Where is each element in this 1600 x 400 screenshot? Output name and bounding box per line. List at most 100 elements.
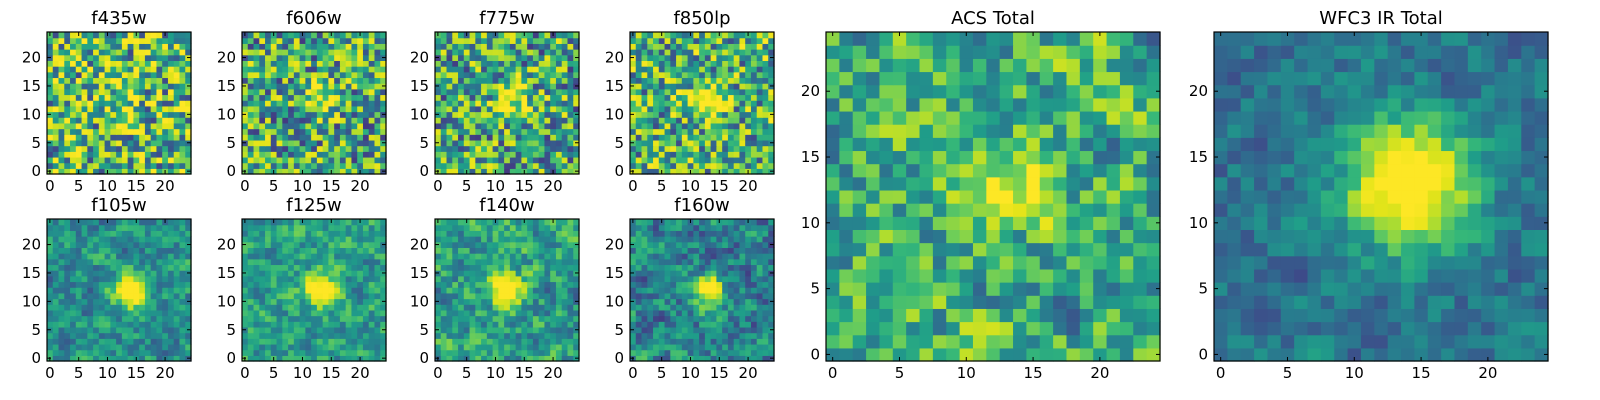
heatmap-cell: [475, 83, 482, 90]
heatmap-cell: [75, 315, 83, 322]
heatmap-cell: [475, 49, 482, 56]
heatmap-cell: [756, 32, 764, 39]
heatmap-cell: [509, 326, 517, 334]
heatmap-cell: [515, 151, 522, 158]
heatmap-cell: [750, 77, 758, 84]
heatmap-cell: [253, 321, 260, 328]
heatmap-cell: [756, 309, 764, 317]
heatmap-cell: [538, 253, 546, 260]
heatmap-cell: [47, 88, 54, 96]
heatmap-cell: [380, 122, 387, 130]
heatmap-cell: [127, 258, 134, 266]
heatmap-cell: [64, 71, 71, 79]
heatmap-cell: [532, 139, 540, 147]
heatmap-cell: [150, 54, 158, 61]
heatmap-cell: [276, 122, 283, 130]
heatmap-cell: [664, 77, 671, 84]
heatmap-cell: [716, 281, 723, 288]
heatmap-cell: [345, 349, 353, 356]
heatmap-cell: [750, 309, 758, 317]
heatmap-cell: [532, 122, 540, 130]
heatmap-cell: [687, 100, 694, 107]
heatmap-cell: [253, 304, 260, 311]
heatmap-cell: [299, 292, 306, 300]
heatmap-cell: [305, 315, 312, 322]
heatmap-cell: [185, 145, 192, 152]
heatmap-cell: [492, 122, 499, 130]
heatmap-cell: [681, 111, 689, 118]
heatmap-cell: [676, 71, 683, 79]
heatmap-cell: [58, 145, 65, 152]
heatmap-cell: [762, 315, 769, 322]
heatmap-cell: [374, 264, 381, 271]
heatmap-cell: [351, 281, 358, 288]
heatmap-cell: [52, 100, 60, 107]
heatmap-cell: [328, 270, 335, 277]
heatmap-cell: [440, 241, 448, 248]
heatmap-cell: [282, 32, 289, 39]
heatmap-cell: [110, 111, 117, 118]
heatmap-cell: [173, 304, 181, 311]
heatmap-cell: [121, 264, 129, 271]
heatmap-cell: [463, 275, 471, 283]
heatmap-cell: [288, 111, 295, 118]
heatmap-cell: [481, 145, 488, 152]
heatmap-cell: [173, 247, 181, 254]
heatmap-cell: [768, 275, 775, 283]
heatmap-cell: [345, 94, 353, 101]
heatmap-cell: [716, 139, 723, 147]
heatmap-cell: [75, 117, 83, 124]
heatmap-cell: [93, 37, 100, 44]
heatmap-cell: [670, 54, 677, 61]
heatmap-cell: [316, 32, 324, 39]
heatmap-cell: [133, 253, 140, 260]
heatmap-cell: [687, 88, 694, 96]
heatmap-cell: [544, 100, 551, 107]
heatmap-cell: [653, 298, 660, 305]
heatmap-cell: [247, 292, 255, 300]
heatmap-cell: [139, 287, 146, 294]
heatmap-cell: [282, 270, 289, 277]
heatmap-cell: [567, 71, 574, 79]
heatmap-cell: [293, 224, 301, 231]
heatmap-cell: [710, 338, 717, 345]
heatmap-cell: [498, 343, 505, 351]
heatmap-cell: [185, 332, 192, 339]
heatmap-cell: [492, 343, 499, 351]
heatmap-cell: [282, 168, 289, 175]
heatmap-cell: [253, 77, 260, 84]
heatmap-cell: [727, 315, 735, 322]
heatmap-cell: [681, 355, 689, 362]
heatmap-cell: [573, 338, 580, 345]
heatmap-cell: [653, 139, 660, 147]
heatmap-cell: [87, 100, 94, 107]
heatmap-cell: [81, 134, 88, 141]
heatmap-cell: [110, 128, 117, 135]
heatmap-cell: [58, 71, 65, 79]
heatmap-cell: [527, 105, 534, 113]
heatmap-cell: [538, 156, 546, 164]
heatmap-cell: [162, 309, 169, 317]
heatmap-cell: [288, 343, 295, 351]
heatmap-cell: [676, 43, 683, 50]
heatmap-cell: [458, 309, 465, 317]
heatmap-cell: [104, 117, 111, 124]
heatmap-cell: [70, 338, 77, 345]
heatmap-cell: [670, 151, 677, 158]
heatmap-cell: [87, 83, 94, 90]
heatmap-cell: [458, 321, 465, 328]
heatmap-cell: [110, 338, 117, 345]
heatmap-cell: [339, 355, 347, 362]
heatmap-cell: [116, 349, 123, 356]
heatmap-cell: [452, 134, 459, 141]
heatmap-cell: [259, 83, 266, 90]
heatmap-cell: [282, 315, 289, 322]
heatmap-cell: [561, 156, 569, 164]
heatmap-cell: [173, 145, 181, 152]
heatmap-cell: [288, 66, 295, 73]
heatmap-cell: [98, 66, 106, 73]
heatmap-cell: [739, 111, 746, 118]
heatmap-cell: [70, 287, 77, 294]
heatmap-cell: [322, 139, 329, 147]
heatmap-cell: [328, 111, 335, 118]
